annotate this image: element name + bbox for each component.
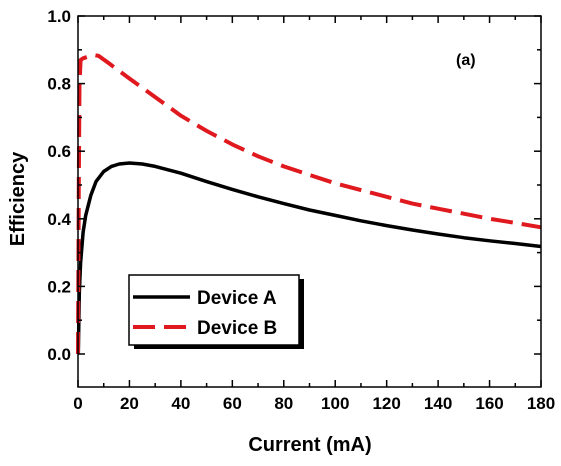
y-tick-label: 0.2 [47, 277, 71, 296]
y-tick-label: 0.0 [47, 345, 71, 364]
series-line-device-a [76, 161, 542, 355]
x-tick-label: 20 [120, 394, 139, 413]
y-tick-label: 0.4 [47, 210, 71, 229]
x-tick-label: 40 [171, 394, 190, 413]
y-tick-label: 0.8 [47, 75, 71, 94]
legend-box [128, 274, 300, 346]
series-layer [76, 52, 542, 355]
x-tick-label: 160 [475, 394, 503, 413]
x-tick-label: 180 [527, 394, 555, 413]
x-tick-label: 140 [424, 394, 452, 413]
x-tick-label: 120 [372, 394, 400, 413]
x-tick-label: 60 [223, 394, 242, 413]
y-axis-label: Efficiency [7, 151, 29, 246]
x-axis-label: Current (mA) [248, 434, 371, 456]
x-tick-label: 80 [274, 394, 293, 413]
y-tick-label: 0.6 [47, 142, 71, 161]
ticks-layer: 0 20 40 60 80 100 120 140 160 180 0.0 0.2 0.4 0.6 0.8 1… [47, 7, 555, 413]
x-tick-label: 100 [321, 394, 349, 413]
legend: Device A Device B [128, 274, 304, 349]
y-tick-label: 1.0 [47, 7, 71, 26]
panel-label: (a) [456, 52, 476, 69]
legend-label-device-a: Device A [197, 288, 277, 309]
legend-label-device-b: Device B [197, 318, 277, 339]
x-tick-label: 0 [73, 394, 82, 413]
series-line-device-b [76, 52, 542, 355]
